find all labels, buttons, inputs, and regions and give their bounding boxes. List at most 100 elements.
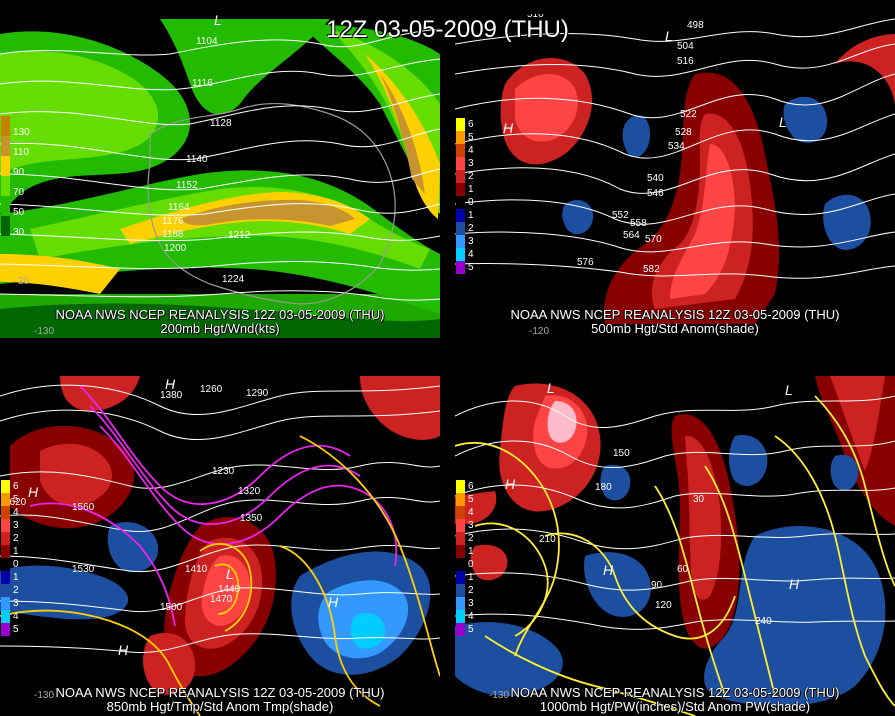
legend-entry: 90: [1, 156, 31, 178]
legend-label: 4: [13, 611, 19, 622]
high-marker: H: [603, 562, 614, 578]
legend-label: 0: [468, 197, 474, 208]
legend-label: 1: [468, 572, 474, 583]
legend-entry: 110: [1, 136, 31, 158]
contour-label: 1440: [218, 584, 241, 595]
legend-label: 2: [468, 171, 474, 182]
legend-entry: 5: [456, 623, 486, 636]
legend-swatch: [456, 183, 465, 196]
contour-label: 1152: [176, 180, 198, 191]
contour-label: 552: [612, 210, 629, 221]
legend-entry: 50: [1, 196, 31, 218]
legend-swatch: [456, 209, 465, 222]
legend-entry: 1: [1, 545, 31, 558]
legend-entry: 2: [1, 532, 31, 545]
high-marker: H: [118, 642, 129, 658]
legend-entry: 2: [456, 170, 486, 183]
legend-swatch: [1, 558, 10, 571]
legend-label: 6: [468, 119, 474, 130]
map-200mb: [0, 14, 440, 338]
legend-entry: 2: [456, 222, 486, 235]
legend-label: 3: [468, 520, 474, 531]
legend-label: 4: [468, 611, 474, 622]
legend-label: 3: [13, 520, 19, 531]
legend-label: 3: [468, 236, 474, 247]
legend-entry: 0: [456, 558, 486, 571]
contour-label: 1530: [72, 564, 95, 575]
low-marker: L: [547, 380, 555, 396]
legend-entry: 3: [1, 519, 31, 532]
high-marker: H: [789, 576, 800, 592]
contour-label: 528: [675, 127, 692, 138]
legend-label: 3: [468, 598, 474, 609]
contour-label: 60: [677, 564, 689, 575]
legend-swatch: [456, 558, 465, 571]
legend-entry: 4: [1, 506, 31, 519]
legend-entry: 3: [456, 519, 486, 532]
contour-label: 1164: [168, 202, 190, 213]
legend-entry: 30: [1, 216, 31, 238]
contour-label: 1500: [160, 602, 183, 613]
legend-entry: 5: [1, 493, 31, 506]
legend-label: 2: [468, 533, 474, 544]
legend-label: 130: [13, 127, 30, 138]
panel-caption-field: 850mb Hgt/Tmp/Std Anom Tmp(shade): [106, 699, 334, 714]
contour-label: 180: [595, 482, 612, 493]
contour-label: 240: [755, 616, 772, 627]
legend-swatch: [456, 532, 465, 545]
legend-swatch: [1, 532, 10, 545]
legend-label: 90: [13, 167, 25, 178]
low-marker: L: [785, 382, 793, 398]
contour-label: 30: [693, 494, 705, 505]
contour-label: 210: [539, 534, 556, 545]
contour-label: 522: [680, 109, 697, 120]
legend-entry: 6: [456, 118, 486, 131]
legend-label: 1: [468, 184, 474, 195]
contour-label: 1212: [228, 230, 251, 241]
legend-500: 6 5 4 3 2 1 0 1 2 3 4 5: [456, 118, 486, 274]
legend-swatch: [1, 610, 10, 623]
legend-swatch: [1, 571, 10, 584]
legend-entry: 5: [456, 493, 486, 506]
legend-swatch: [456, 519, 465, 532]
contour-label: 1230: [212, 466, 235, 477]
legend-entry: 130: [1, 116, 31, 138]
panel-1000mb: 30 60 90 120 150 180 210 240 H H H L L 6…: [455, 376, 895, 716]
contour-label: 1200: [164, 243, 187, 254]
legend-swatch: [1, 506, 10, 519]
legend-label: 30: [13, 227, 25, 238]
legend-label: 2: [13, 533, 19, 544]
legend-label: 5: [13, 494, 19, 505]
legend-swatch: [456, 584, 465, 597]
high-marker: H: [328, 594, 339, 610]
legend-entry: 2: [1, 584, 31, 597]
legend-1000: 6 5 4 3 2 1 0 1 2 3 4 5: [456, 480, 486, 636]
map-500mb: [455, 14, 895, 338]
low-marker: L: [779, 114, 787, 130]
legend-swatch: [1, 216, 10, 236]
legend-entry: 70: [1, 176, 31, 198]
legend-entry: 1: [456, 571, 486, 584]
panel-500mb: 510 498 504 516 522 528 534 540 546 552 …: [455, 14, 895, 338]
legend-swatch: [456, 235, 465, 248]
legend-swatch: [456, 610, 465, 623]
legend-swatch: [456, 571, 465, 584]
contour-label: 150: [613, 448, 630, 459]
legend-label: 5: [468, 262, 474, 273]
legend-entry: 3: [456, 157, 486, 170]
contour-label: 1260: [200, 384, 223, 395]
legend-swatch: [456, 545, 465, 558]
legend-200: 130 110 90 70 50 30: [1, 116, 31, 238]
legend-label: 6: [468, 481, 474, 492]
legend-swatch: [456, 196, 465, 209]
contour-label: 1350: [240, 513, 263, 524]
legend-entry: 5: [456, 261, 486, 274]
contour-label: 582: [643, 264, 660, 275]
legend-label: 0: [468, 559, 474, 570]
panel-200mb: 1104 1116 1128 1140 1152 1164 1176 1188 …: [0, 14, 440, 338]
legend-swatch: [1, 136, 10, 156]
legend-entry: 1: [456, 183, 486, 196]
low-marker: L: [226, 566, 234, 582]
contour-label: 1410: [185, 564, 208, 575]
legend-swatch: [1, 545, 10, 558]
